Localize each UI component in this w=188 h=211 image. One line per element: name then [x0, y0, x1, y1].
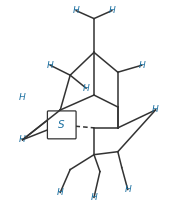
Text: H: H — [73, 6, 80, 15]
Text: H: H — [108, 6, 115, 15]
Text: H: H — [19, 93, 26, 101]
Text: H: H — [124, 185, 131, 194]
Text: H: H — [57, 188, 64, 197]
Text: H: H — [152, 106, 159, 115]
Text: H: H — [47, 61, 54, 70]
Text: H: H — [83, 84, 89, 93]
Text: S: S — [58, 120, 65, 130]
FancyBboxPatch shape — [47, 111, 76, 139]
Text: H: H — [91, 193, 97, 202]
Text: H: H — [19, 135, 26, 144]
Text: H: H — [138, 61, 145, 70]
